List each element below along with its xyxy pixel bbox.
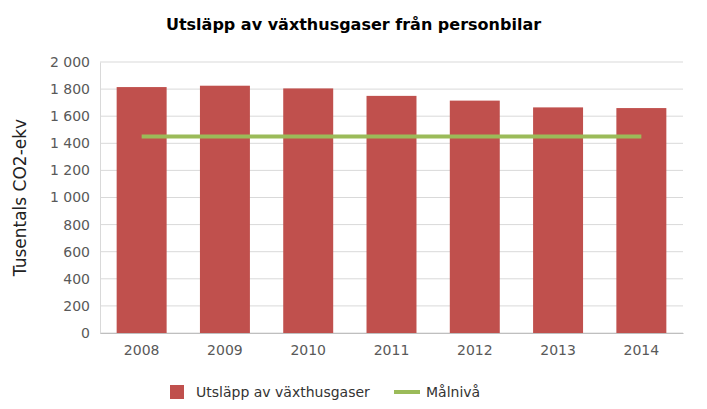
y-tick-label: 2 000 (50, 54, 90, 70)
bar (117, 87, 167, 333)
x-tick-label: 2011 (374, 342, 410, 358)
x-tick: 2014 (624, 333, 660, 358)
x-tick-label: 2013 (540, 342, 576, 358)
x-tick: 2013 (540, 333, 576, 358)
y-tick: 2 000 (50, 54, 100, 70)
x-tick: 2009 (207, 333, 243, 358)
x-tick-label: 2008 (124, 342, 160, 358)
x-tick: 2010 (290, 333, 326, 358)
y-tick: 600 (63, 244, 100, 260)
y-tick-label: 1 800 (50, 81, 90, 97)
bar (616, 108, 666, 333)
y-tick-label: 800 (63, 217, 90, 233)
y-tick-label: 200 (63, 298, 90, 314)
legend-label: Målnivå (426, 384, 480, 400)
bar (533, 107, 583, 333)
legend-swatch (394, 390, 420, 394)
x-tick-label: 2009 (207, 342, 243, 358)
y-tick-label: 1 600 (50, 108, 90, 124)
x-tick-label: 2010 (290, 342, 326, 358)
y-tick-label: 1 200 (50, 162, 90, 178)
x-axis: 2008 2009 2010 2011 2012 2013 2014 (101, 333, 684, 358)
legend: Utsläpp av växthusgaser Målnivå (170, 384, 480, 400)
x-tick-label: 2014 (624, 342, 660, 358)
bar (367, 96, 417, 333)
grid-line (100, 62, 683, 63)
y-tick-label: 1 000 (50, 189, 90, 205)
bar-series (117, 86, 667, 333)
y-tick-label: 600 (63, 244, 90, 260)
y-tick-label: 400 (63, 271, 90, 287)
y-tick: 1 200 (50, 162, 100, 178)
legend-item: Utsläpp av växthusgaser (170, 384, 370, 400)
y-tick: 1 800 (50, 81, 100, 97)
line (142, 135, 642, 139)
y-tick-label: 1 400 (50, 135, 90, 151)
legend-item: Målnivå (394, 384, 480, 400)
plot: 0 200 400 600 800 1 000 1 200 1 400 1 600 1 800 2 … (50, 54, 684, 358)
x-axis-line (101, 333, 684, 334)
bar (200, 86, 250, 333)
grid (100, 62, 683, 333)
y-tick: 800 (63, 217, 100, 233)
title: Utsläpp av växthusgaser från personbilar (166, 15, 541, 34)
y-tick: 1 000 (50, 189, 100, 205)
y-tick: 400 (63, 271, 100, 287)
x-tick-label: 2012 (457, 342, 493, 358)
bar (283, 88, 333, 333)
x-tick: 2012 (457, 333, 493, 358)
marks (117, 86, 667, 333)
legend-swatch (170, 385, 184, 399)
y-tick: 0 (81, 325, 100, 341)
y-tick: 1 400 (50, 135, 100, 151)
x-tick: 2008 (124, 333, 160, 358)
y-tick: 200 (63, 298, 100, 314)
y-tick-label: 0 (81, 325, 90, 341)
legend-label: Utsläpp av växthusgaser (196, 384, 370, 400)
x-tick: 2011 (374, 333, 410, 358)
y-axis: 0 200 400 600 800 1 000 1 200 1 400 1 600 1 800 2 … (50, 54, 101, 341)
y-axis-line (100, 63, 101, 334)
grid-line (100, 89, 683, 90)
y-axis-title: Tusentals CO2-ekv (10, 119, 30, 277)
y-tick: 1 600 (50, 108, 100, 124)
chart: 0 200 400 600 800 1 000 1 200 1 400 1 600 1 800 2 … (0, 0, 707, 409)
